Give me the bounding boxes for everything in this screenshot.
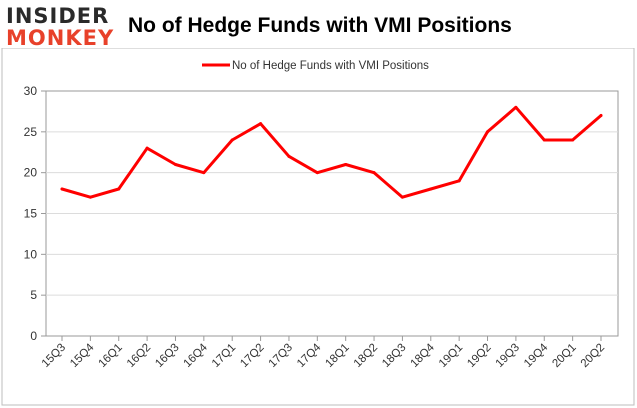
y-tick-label: 0: [30, 329, 37, 343]
y-tick-label: 15: [24, 207, 38, 221]
series-line: [60, 105, 603, 199]
data-point: [287, 154, 291, 158]
data-point: [344, 163, 348, 166]
y-tick-label: 5: [30, 288, 37, 302]
data-point: [315, 171, 319, 175]
y-tick-label: 30: [24, 84, 38, 98]
logo-text-bottom: MONKEY: [6, 26, 115, 50]
data-point: [372, 171, 376, 175]
data-point: [145, 146, 149, 150]
insider-monkey-logo: INSIDER MONKEY: [6, 5, 118, 53]
legend-label: No of Hedge Funds with VMI Positions: [232, 60, 429, 72]
data-point: [173, 163, 177, 166]
chart-title: No of Hedge Funds with VMI Positions: [128, 14, 512, 37]
data-point: [117, 187, 121, 191]
gridlines: [46, 131, 618, 296]
y-axis: 0 5 10 15 20 25 30: [24, 84, 46, 343]
data-point: [230, 138, 234, 142]
data-point: [571, 138, 575, 142]
data-point: [599, 114, 603, 117]
y-tick-label: 25: [24, 125, 38, 139]
logo-text-top: INSIDER: [6, 4, 110, 28]
data-point: [400, 195, 404, 199]
data-point: [259, 122, 263, 126]
data-point: [202, 171, 206, 175]
legend: No of Hedge Funds with VMI Positions: [202, 60, 429, 72]
data-point: [429, 187, 433, 191]
data-point: [542, 138, 546, 142]
data-point: [60, 187, 64, 191]
data-point: [514, 105, 518, 109]
data-point: [88, 195, 92, 199]
y-tick-label: 20: [24, 166, 38, 180]
series-group: [60, 105, 603, 199]
data-point: [486, 130, 490, 134]
y-tick-label: 10: [24, 247, 38, 261]
data-point: [457, 179, 461, 183]
